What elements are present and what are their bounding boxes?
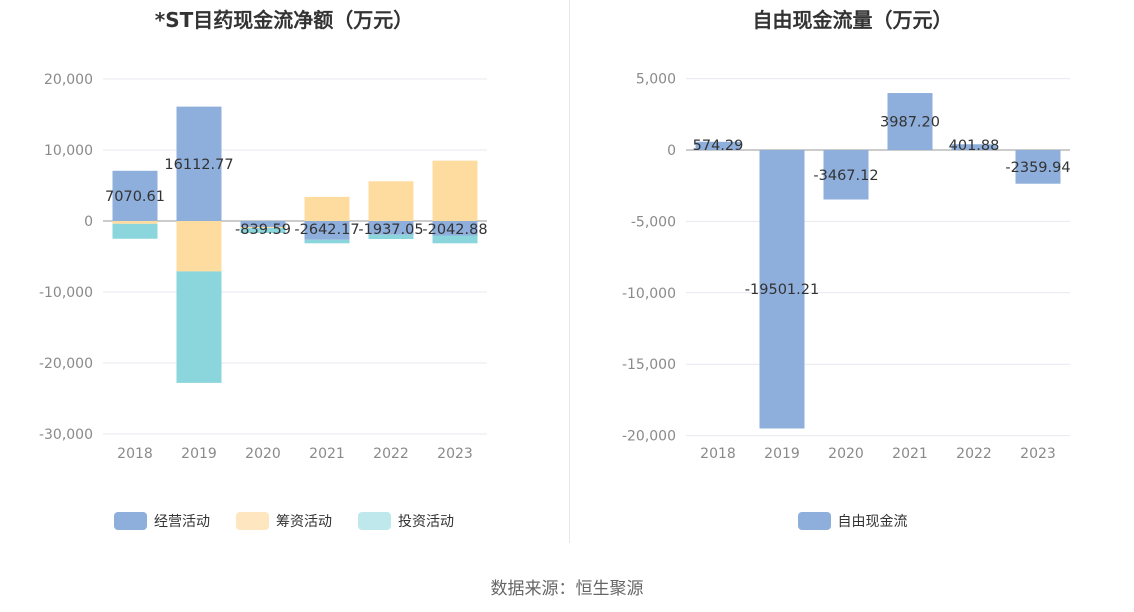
bar-investing xyxy=(432,235,478,244)
right-chart-panel: 自由现金流量（万元） 5,000 0 -5,000 -10,000 -15,000 -20… xyxy=(571,0,1134,545)
x-tick-label: 2021 xyxy=(309,446,345,462)
y-tick-label: 5,000 xyxy=(636,72,676,88)
x-tick-label: 2019 xyxy=(764,446,800,462)
data-label: 7070.61 xyxy=(105,189,165,205)
y-tick-label: 10,000 xyxy=(44,143,93,159)
bar-free-cash-flow xyxy=(695,141,741,150)
x-tick-label: 2018 xyxy=(117,446,153,462)
data-label: 574.29 xyxy=(693,138,744,154)
data-label: 401.88 xyxy=(949,138,1000,154)
y-tick-label: 20,000 xyxy=(44,72,93,88)
data-label: 3987.20 xyxy=(880,115,940,131)
legend-label-financing: 筹资活动 xyxy=(276,514,332,530)
data-source-footer: 数据来源：恒生聚源 xyxy=(490,579,644,599)
bar-operating xyxy=(176,106,222,221)
data-label: -2042.88 xyxy=(422,222,487,238)
legend-label-free-cash-flow: 自由现金流 xyxy=(837,514,908,530)
data-label: -839.59 xyxy=(235,222,291,238)
legend-item-financing[interactable]: 筹资活动 xyxy=(236,511,332,531)
data-label: -2359.94 xyxy=(1005,160,1070,176)
bar-free-cash-flow xyxy=(759,150,805,429)
data-label: -1937.05 xyxy=(358,222,423,238)
bar-operating xyxy=(112,170,158,221)
bar-operating xyxy=(368,221,414,235)
bar-financing xyxy=(304,196,350,221)
y-tick-label: -15,000 xyxy=(622,357,676,373)
bar-investing xyxy=(304,239,350,244)
right-chart-svg: 5,000 0 -5,000 -10,000 -15,000 -20,000 2018 201… xyxy=(622,72,1071,462)
bar-investing xyxy=(112,223,158,239)
data-label: -3467.12 xyxy=(813,168,878,184)
legend-item-investing[interactable]: 投资活动 xyxy=(358,511,454,531)
x-tick-label: 2023 xyxy=(1020,446,1056,462)
x-tick-label: 2022 xyxy=(956,446,992,462)
left-chart-panel: *ST目药现金流净额（万元） 20,000 10,000 0 -10,000 -20,0… xyxy=(0,0,568,545)
y-tick-label: 0 xyxy=(667,143,676,159)
x-tick-label: 2021 xyxy=(892,446,928,462)
legend-item-free-cash-flow[interactable]: 自由现金流 xyxy=(797,511,908,531)
bar-operating xyxy=(304,221,350,240)
left-chart-title: *ST目药现金流净额（万元） xyxy=(154,8,414,32)
y-tick-label: -10,000 xyxy=(39,285,93,301)
bar-financing xyxy=(432,160,478,221)
y-tick-label: -20,000 xyxy=(39,356,93,372)
legend-swatch-financing xyxy=(236,512,269,530)
data-label: -19501.21 xyxy=(745,282,819,298)
legend-swatch-operating xyxy=(114,512,147,530)
bar-financing xyxy=(176,221,222,272)
bar-investing xyxy=(240,228,286,233)
x-tick-label: 2019 xyxy=(181,446,217,462)
bar-operating xyxy=(240,221,286,227)
left-chart-svg: 20,000 10,000 0 -10,000 -20,000 -30,000 2018 20… xyxy=(39,72,488,462)
right-chart-title: 自由现金流量（万元） xyxy=(752,8,953,32)
x-tick-label: 2022 xyxy=(373,446,409,462)
panel-divider xyxy=(569,0,570,543)
bar-free-cash-flow xyxy=(951,144,997,150)
y-tick-label: -10,000 xyxy=(622,286,676,302)
left-chart-legend: 经营活动 筹资活动 投资活动 xyxy=(0,511,568,531)
bar-free-cash-flow xyxy=(887,93,933,150)
legend-swatch-free-cash-flow xyxy=(797,512,831,530)
bar-investing xyxy=(368,234,414,240)
x-tick-label: 2020 xyxy=(245,446,281,462)
data-label: 16112.77 xyxy=(164,157,233,173)
y-tick-label: -30,000 xyxy=(39,427,93,443)
data-label: -2642.17 xyxy=(294,222,359,238)
right-chart-legend: 自由现金流 xyxy=(571,511,1134,531)
bar-free-cash-flow xyxy=(823,150,869,200)
y-tick-label: -5,000 xyxy=(631,214,676,230)
bar-financing xyxy=(240,226,286,229)
legend-item-operating[interactable]: 经营活动 xyxy=(114,511,210,531)
bar-investing xyxy=(176,271,222,383)
x-tick-label: 2020 xyxy=(828,446,864,462)
y-tick-label: 0 xyxy=(84,214,93,230)
y-tick-label: -20,000 xyxy=(622,429,676,445)
bar-financing xyxy=(112,221,158,224)
legend-swatch-investing xyxy=(358,512,391,530)
bar-free-cash-flow xyxy=(1015,150,1061,184)
x-tick-label: 2018 xyxy=(700,446,736,462)
bar-operating xyxy=(432,221,478,236)
legend-label-investing: 投资活动 xyxy=(398,514,454,530)
bar-financing xyxy=(368,181,414,221)
legend-label-operating: 经营活动 xyxy=(154,514,210,530)
x-tick-label: 2023 xyxy=(437,446,473,462)
